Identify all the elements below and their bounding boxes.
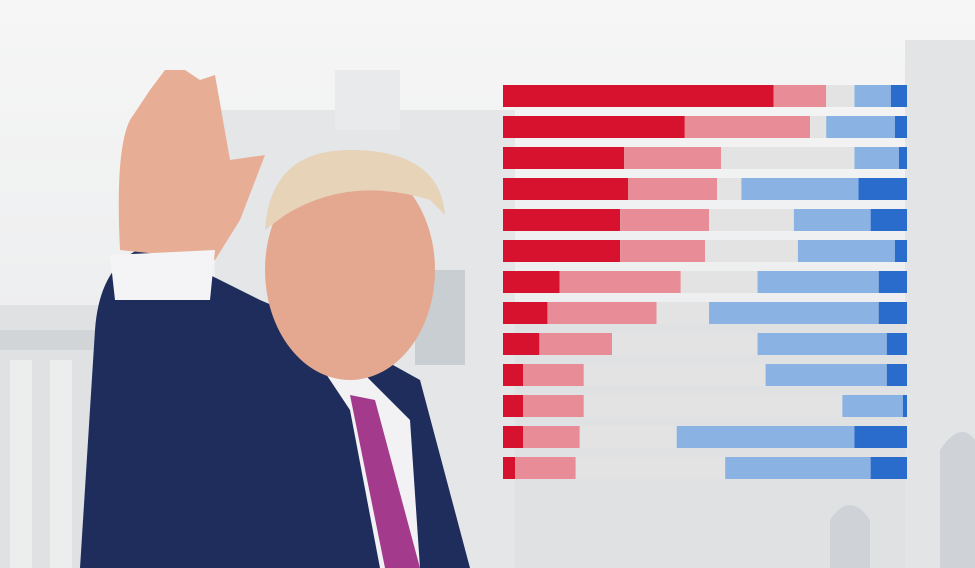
bar-segment: [503, 147, 625, 169]
bar-segment: [539, 333, 613, 355]
bar-segment: [559, 271, 681, 293]
bar-segment: [503, 85, 774, 107]
bar-segment: [894, 240, 907, 262]
bar-segment: [579, 426, 677, 448]
bar-segment: [705, 240, 798, 262]
bar-segment: [547, 302, 657, 324]
bar-segment: [503, 333, 540, 355]
bar-segment: [725, 457, 871, 479]
bar-segment: [890, 85, 907, 107]
bar-segment: [757, 333, 887, 355]
bar-segment: [503, 364, 524, 386]
bar-segment: [854, 85, 891, 107]
bar-segment: [684, 116, 811, 138]
bar-segment: [902, 395, 907, 417]
bar-segment: [854, 426, 907, 448]
bar-segment: [523, 364, 584, 386]
bar-segment: [709, 209, 794, 231]
bar-segment: [620, 240, 705, 262]
bar-segment: [503, 240, 621, 262]
bar-segment: [793, 209, 871, 231]
bar-segment: [515, 457, 576, 479]
bar-segment: [886, 333, 907, 355]
bar-segment: [765, 364, 887, 386]
bar-segment: [680, 271, 758, 293]
bar-segment: [612, 333, 758, 355]
bar-segment: [721, 147, 855, 169]
bar-segment: [797, 240, 895, 262]
bar-segment: [894, 116, 907, 138]
bar-segment: [898, 147, 907, 169]
bar-chart: [503, 85, 907, 479]
bar-segment: [773, 85, 827, 107]
bar-segment: [503, 271, 560, 293]
bar-segment: [826, 85, 855, 107]
bar-segment: [503, 116, 685, 138]
bar-segment: [523, 426, 580, 448]
bar-segment: [709, 302, 879, 324]
bar-segment: [854, 147, 899, 169]
person-figure: [80, 70, 470, 568]
bar-segment: [575, 457, 726, 479]
bar-segment: [503, 426, 524, 448]
bar-segment: [503, 178, 629, 200]
bar-segment: [741, 178, 859, 200]
bar-segment: [870, 209, 907, 231]
bar-segment: [628, 178, 718, 200]
bar-segment: [878, 271, 907, 293]
bar-segment: [810, 116, 827, 138]
bar-segment: [858, 178, 907, 200]
bar-segment: [676, 426, 855, 448]
bar-segment: [624, 147, 722, 169]
bar-segment: [523, 395, 584, 417]
bar-segment: [826, 116, 895, 138]
bar-segment: [656, 302, 710, 324]
bar-segment: [842, 395, 903, 417]
bar-segment: [886, 364, 907, 386]
bar-segment: [757, 271, 879, 293]
bar-segment: [583, 364, 766, 386]
bar-segment: [878, 302, 907, 324]
bar-segment: [503, 457, 516, 479]
bar-segment: [503, 395, 524, 417]
bar-segment: [717, 178, 742, 200]
bar-segment: [583, 395, 843, 417]
bar-segment: [503, 302, 548, 324]
bar-segment: [870, 457, 907, 479]
bar-segment: [503, 209, 621, 231]
bar-segment: [620, 209, 710, 231]
